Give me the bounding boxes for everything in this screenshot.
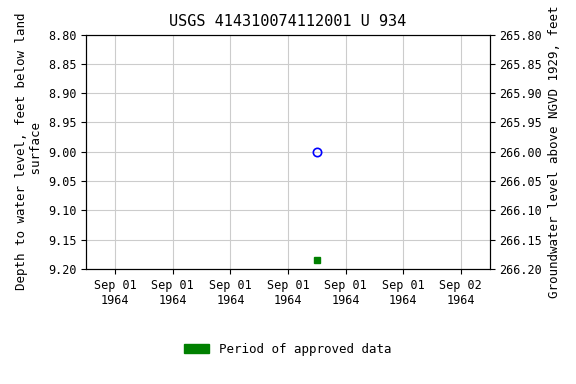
Y-axis label: Groundwater level above NGVD 1929, feet: Groundwater level above NGVD 1929, feet bbox=[548, 5, 560, 298]
Y-axis label: Depth to water level, feet below land
 surface: Depth to water level, feet below land su… bbox=[14, 13, 43, 290]
Title: USGS 414310074112001 U 934: USGS 414310074112001 U 934 bbox=[169, 14, 407, 29]
Legend: Period of approved data: Period of approved data bbox=[179, 338, 397, 361]
